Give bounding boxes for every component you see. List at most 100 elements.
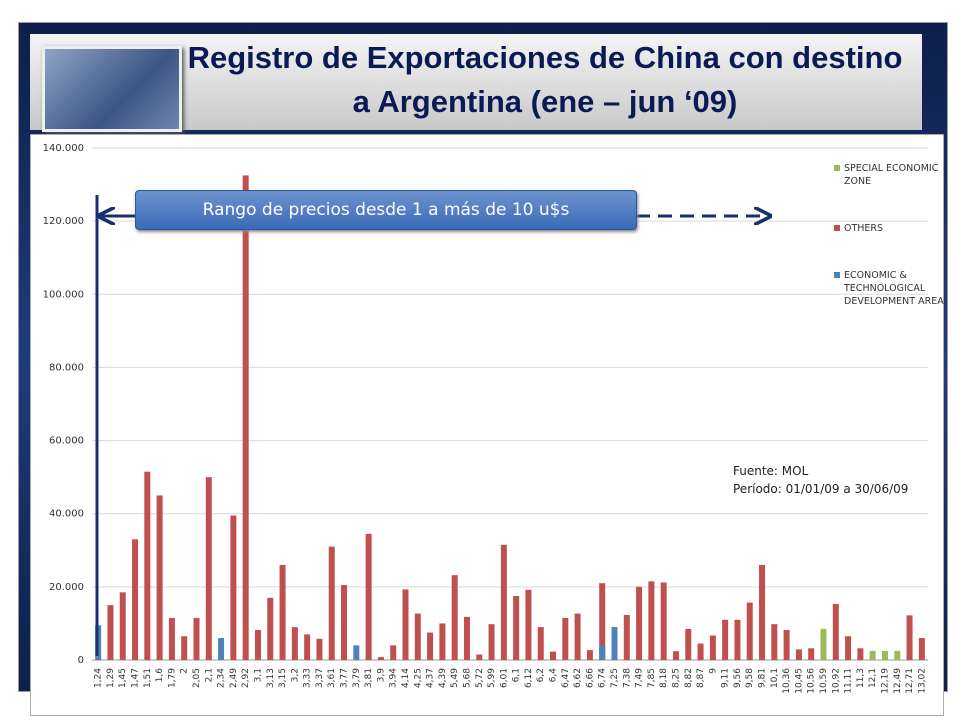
legend-entry: ECONOMIC & TECHNOLOGICAL DEVELOPMENT ARE…: [834, 269, 944, 308]
x-tick-label: 4,25: [413, 668, 423, 688]
bar: [513, 596, 520, 660]
bar: [402, 589, 409, 660]
x-tick-label: 10,36: [782, 668, 792, 694]
bar: [537, 627, 544, 660]
bar: [783, 630, 790, 660]
x-tick-label: 13,02: [917, 668, 927, 694]
bar: [722, 619, 729, 660]
bar: [685, 628, 692, 660]
y-tick-label: 40.000: [49, 509, 84, 520]
bar: [267, 597, 274, 660]
x-tick-label: 5,72: [475, 668, 485, 688]
x-tick-label: 4,39: [438, 668, 448, 688]
x-tick-label: 1,24: [94, 668, 104, 688]
x-tick-label: 3,79: [352, 668, 362, 688]
x-tick-label: 3,9: [376, 668, 386, 683]
bar: [181, 636, 188, 660]
x-tick-label: 10,45: [794, 668, 804, 694]
bar: [857, 648, 864, 660]
bar: [316, 638, 323, 660]
bar: [427, 632, 434, 660]
x-tick-label: 6,01: [499, 668, 509, 688]
bar: [365, 533, 372, 660]
bar: [648, 581, 655, 660]
bar: [623, 615, 630, 660]
source-note: Fuente: MOL Período: 01/01/09 a 30/06/09: [733, 462, 908, 498]
x-tick-label: 12,49: [893, 668, 903, 694]
bar: [918, 638, 925, 660]
x-tick-label: 9,11: [721, 668, 731, 688]
x-tick-label: 3,33: [303, 668, 313, 688]
legend-entry: SPECIAL ECONOMIC ZONE: [834, 162, 944, 188]
bar: [341, 585, 348, 660]
legend-label: OTHERS: [844, 223, 884, 234]
y-tick-label: 80.000: [49, 362, 84, 373]
x-tick-label: 2,92: [241, 668, 251, 688]
bar: [353, 645, 360, 660]
x-tick-label: 2,49: [229, 668, 239, 688]
bar: [574, 613, 581, 660]
slide-title: Registro de Exportaciones de China con d…: [187, 40, 903, 119]
price-range-callout: Rango de precios desde 1 a más de 10 u$s: [135, 190, 637, 230]
y-tick-label: 120.000: [43, 216, 84, 227]
bar: [820, 628, 827, 660]
bar: [746, 602, 753, 660]
x-tick-label: 9,56: [733, 668, 743, 688]
bar: [463, 616, 470, 660]
bar: [119, 592, 126, 660]
x-tick-label: 3,15: [278, 668, 288, 688]
bar: [144, 471, 151, 660]
bar: [390, 645, 397, 660]
bar: [611, 627, 618, 660]
bar: [660, 582, 667, 660]
source: Fuente: MOL: [733, 464, 809, 478]
x-tick-label: 1,47: [131, 668, 141, 688]
bar: [599, 645, 606, 660]
bar: [697, 643, 704, 660]
bar: [845, 636, 852, 660]
x-tick-label: 9,58: [745, 668, 755, 688]
legend-swatch: [834, 165, 840, 171]
x-tick-label: 5,68: [462, 668, 472, 688]
x-tick-label: 4,37: [426, 668, 436, 688]
x-tick-label: 8,25: [671, 668, 681, 688]
x-tick-label: 3,94: [389, 668, 399, 688]
bar: [377, 657, 384, 660]
x-tick-label: 5,99: [487, 668, 497, 688]
legend: SPECIAL ECONOMIC ZONE OTHERS ECONOMIC & TE…: [834, 162, 944, 308]
bar: [414, 613, 421, 660]
x-tick-label: 1,29: [106, 668, 116, 688]
bar: [562, 617, 569, 660]
bar: [107, 605, 114, 660]
x-tick-label: 8,87: [696, 668, 706, 688]
x-tick-label: 3,13: [266, 668, 276, 688]
bar: [525, 589, 532, 660]
bar: [168, 617, 175, 660]
legend-label: ECONOMIC & TECHNOLOGICAL DEVELOPMENT ARE…: [844, 270, 944, 307]
logo: [42, 46, 182, 132]
chart-panel: [30, 134, 944, 716]
bar: [476, 654, 483, 660]
bar: [894, 650, 901, 660]
x-tick-label: 1,79: [167, 668, 177, 688]
y-tick-label: 60.000: [49, 436, 84, 447]
x-tick-label: 3,77: [340, 668, 350, 688]
x-tick-label: 7,85: [647, 668, 657, 688]
bar: [906, 615, 913, 660]
bar: [488, 624, 495, 660]
bar: [808, 648, 815, 660]
x-tick-label: 10,59: [819, 668, 829, 694]
x-tick-label: 3,81: [364, 668, 374, 688]
x-tick-label: 12,1: [868, 668, 878, 688]
x-tick-label: 8,82: [684, 668, 694, 688]
bar: [218, 638, 225, 660]
x-tick-label: 5,49: [450, 668, 460, 688]
x-tick-label: 7,25: [610, 668, 620, 688]
legend-entry: OTHERS: [834, 222, 944, 235]
bar: [550, 651, 557, 660]
bar: [205, 477, 212, 660]
x-tick-label: 2,34: [217, 668, 227, 688]
x-tick-label: 4,14: [401, 668, 411, 688]
bar: [242, 175, 249, 660]
